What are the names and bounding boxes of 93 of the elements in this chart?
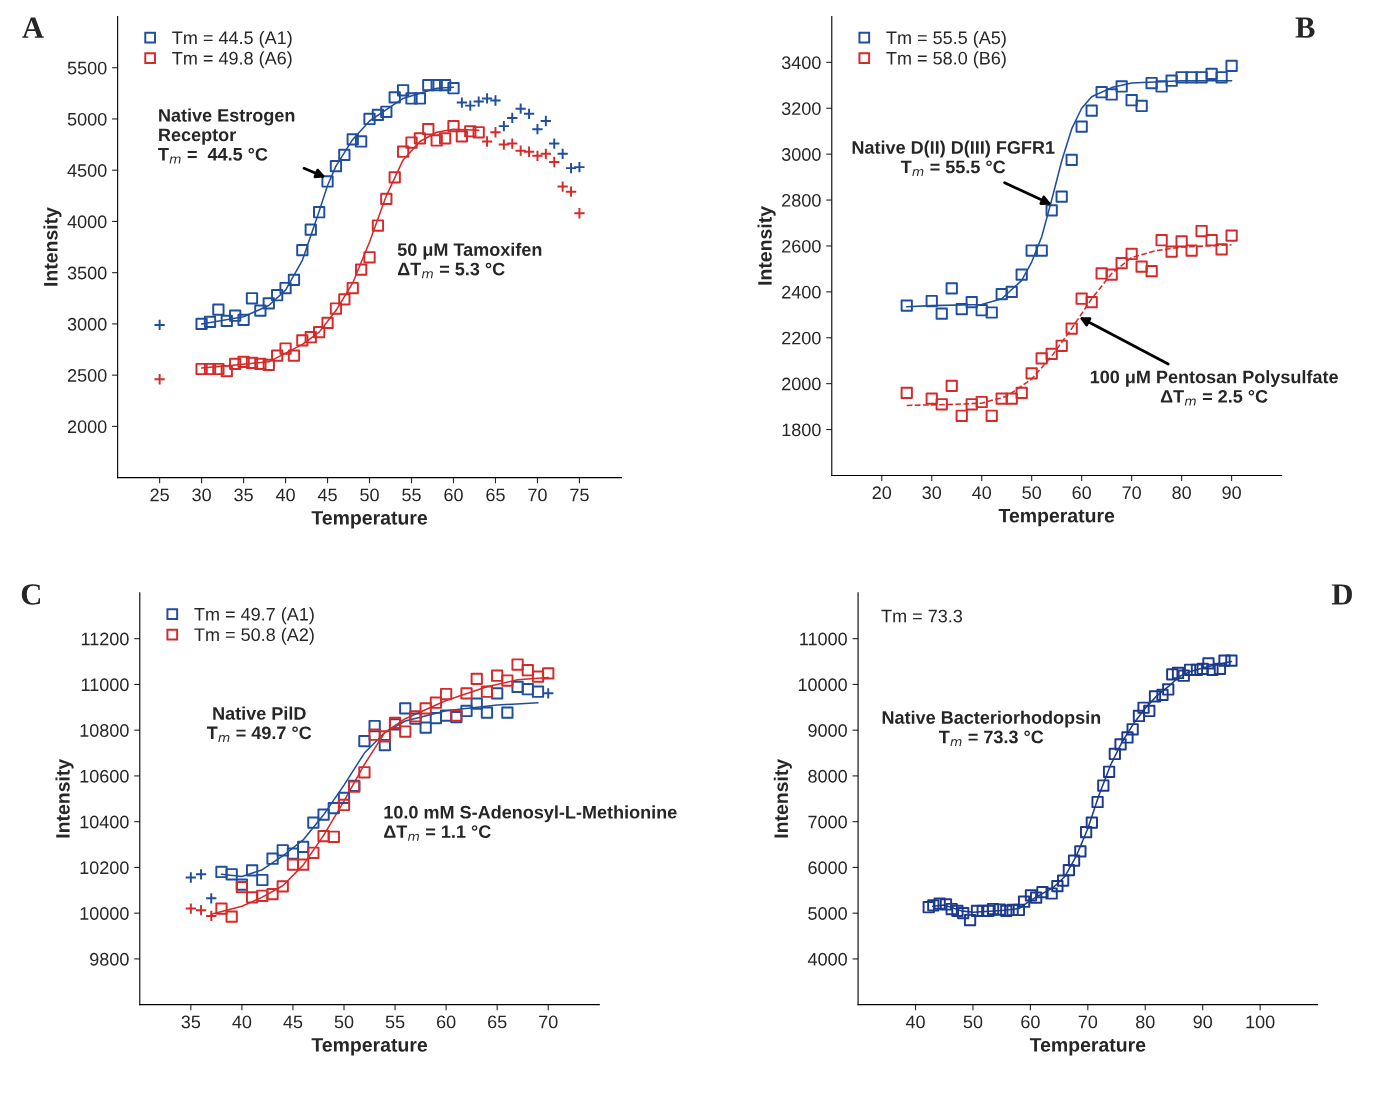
- x-tick-label: 60: [444, 488, 463, 502]
- x-tick-label: 100: [1246, 1015, 1275, 1029]
- chart-title: D: [1331, 584, 1352, 605]
- y-tick-label: 2000: [67, 420, 107, 434]
- x-tick-label: 60: [1021, 1015, 1040, 1029]
- x-tick-label: 25: [150, 488, 169, 502]
- y-tick-label: 10400: [80, 815, 129, 829]
- x-tick-label: 65: [486, 488, 505, 502]
- x-axis-title: Temperature: [311, 1038, 428, 1056]
- legend-label: Tm = 44.5 (A1): [172, 30, 292, 48]
- y-tick-label: 2500: [67, 369, 107, 382]
- x-tick-label: 50: [360, 488, 379, 502]
- y-tick-label: 10000: [80, 907, 129, 920]
- legend-label: Tm = 55.5 (A5): [886, 30, 1006, 48]
- y-tick-label: 4500: [67, 164, 107, 177]
- legend-label: Tm = 49.7 (A1): [194, 607, 314, 625]
- y-tick-label: 3000: [67, 317, 107, 331]
- y-tick-label: 3000: [781, 148, 821, 161]
- x-tick-label: 75: [570, 488, 589, 502]
- y-tick-label: 2800: [782, 193, 821, 207]
- annotation: Native D(II) D(III) FGFR1 T$_{m}$ = 55.5 °C: [852, 140, 1055, 177]
- y-tick-label: 2400: [782, 285, 821, 299]
- x-tick-label: 65: [488, 1015, 507, 1029]
- y-tick-label: 6000: [808, 861, 847, 875]
- y-tick-label: 5000: [808, 907, 847, 920]
- x-axis-title: Temperature: [998, 508, 1115, 527]
- x-tick-label: 70: [1122, 486, 1141, 500]
- y-tick-label: 11200: [81, 632, 129, 646]
- x-tick-label: 50: [1022, 486, 1042, 500]
- y-tick-label: 5000: [67, 112, 107, 126]
- x-tick-label: 70: [539, 1015, 558, 1029]
- y-tick-label: 9800: [90, 952, 129, 966]
- x-tick-label: 70: [1078, 1015, 1098, 1029]
- y-tick-label: 11000: [81, 678, 129, 692]
- y-tick-label: 9000: [808, 724, 847, 737]
- y-axis-title: Intensity: [757, 206, 776, 285]
- x-tick-label: 40: [232, 1015, 252, 1029]
- x-tick-label: 40: [905, 1015, 925, 1029]
- x-tick-label: 55: [402, 488, 421, 502]
- y-tick-label: 10200: [80, 861, 129, 875]
- y-tick-label: 4000: [807, 952, 847, 966]
- x-tick-label: 50: [334, 1015, 354, 1029]
- y-tick-label: 10000: [798, 678, 847, 692]
- x-tick-label: 30: [922, 486, 942, 500]
- chart-title: C: [21, 584, 41, 605]
- annotation: 100 μM Pentosan Polysulfate ΔT$_{m}$ = 2.5 °C: [1090, 370, 1338, 406]
- y-tick-label: 3200: [781, 102, 821, 115]
- x-tick-label: 45: [317, 488, 337, 502]
- x-tick-label: 90: [1222, 486, 1241, 500]
- x-tick-label: 35: [234, 488, 253, 502]
- x-tick-label: 90: [1193, 1015, 1213, 1029]
- chart-title: A: [22, 17, 44, 38]
- annotation: Native PilD T$_{m}$ = 49.7 °C: [206, 706, 312, 742]
- annotation: Native Estrogen Receptor T$_{m}$ = 44.5 °C: [158, 108, 295, 164]
- annotation: 10.0 mM S-Adenosyl-L-Methionine ΔT$_{m}$ = 1.1 °C: [384, 805, 677, 841]
- x-tick-label: 45: [283, 1015, 303, 1029]
- y-tick-label: 2600: [782, 239, 821, 253]
- y-tick-label: 7000: [808, 815, 847, 829]
- x-axis-title: Temperature: [1029, 1038, 1146, 1056]
- y-axis-title: Intensity: [43, 207, 62, 286]
- y-tick-label: 10600: [80, 769, 129, 783]
- y-axis-title: Intensity: [773, 758, 792, 838]
- y-tick-label: 11000: [800, 632, 847, 646]
- x-tick-label: 40: [972, 486, 992, 500]
- annotation: Native Bacteriorhodopsin T$_{m}$ = 73.3 °C: [882, 710, 1101, 747]
- x-tick-label: 60: [436, 1015, 456, 1029]
- x-tick-label: 20: [872, 486, 892, 500]
- y-tick-label: 2000: [782, 377, 821, 391]
- x-tick-label: 80: [1172, 486, 1191, 500]
- y-tick-label: 5500: [67, 61, 107, 75]
- y-axis-title: Intensity: [55, 758, 74, 838]
- legend-label: Tm = 50.8 (A2): [194, 627, 314, 645]
- annotation: 50 μM Tamoxifen ΔT$_{m}$ = 5.3 °C: [397, 242, 542, 279]
- x-tick-label: 35: [181, 1015, 201, 1029]
- chart-title: B: [1295, 17, 1315, 38]
- y-tick-label: 4000: [67, 215, 107, 229]
- y-tick-label: 2200: [782, 331, 821, 345]
- y-tick-label: 10800: [80, 724, 129, 737]
- y-tick-label: 8000: [808, 769, 847, 783]
- y-tick-label: 3400: [781, 56, 821, 70]
- x-tick-label: 50: [963, 1015, 983, 1029]
- x-axis-title: Temperature: [311, 511, 428, 529]
- x-tick-label: 70: [528, 488, 547, 502]
- x-tick-label: 60: [1072, 486, 1092, 500]
- y-tick-label: 1800: [782, 423, 821, 437]
- legend-label: Tm = 49.8 (A6): [172, 51, 292, 69]
- x-tick-label: 55: [385, 1015, 405, 1029]
- x-tick-label: 30: [192, 488, 211, 502]
- legend-label: Tm = 58.0 (B6): [886, 51, 1006, 69]
- annotation: Tm = 73.3: [881, 609, 963, 623]
- y-tick-label: 3500: [67, 266, 107, 280]
- x-tick-label: 80: [1136, 1015, 1155, 1029]
- x-tick-label: 40: [275, 488, 295, 502]
